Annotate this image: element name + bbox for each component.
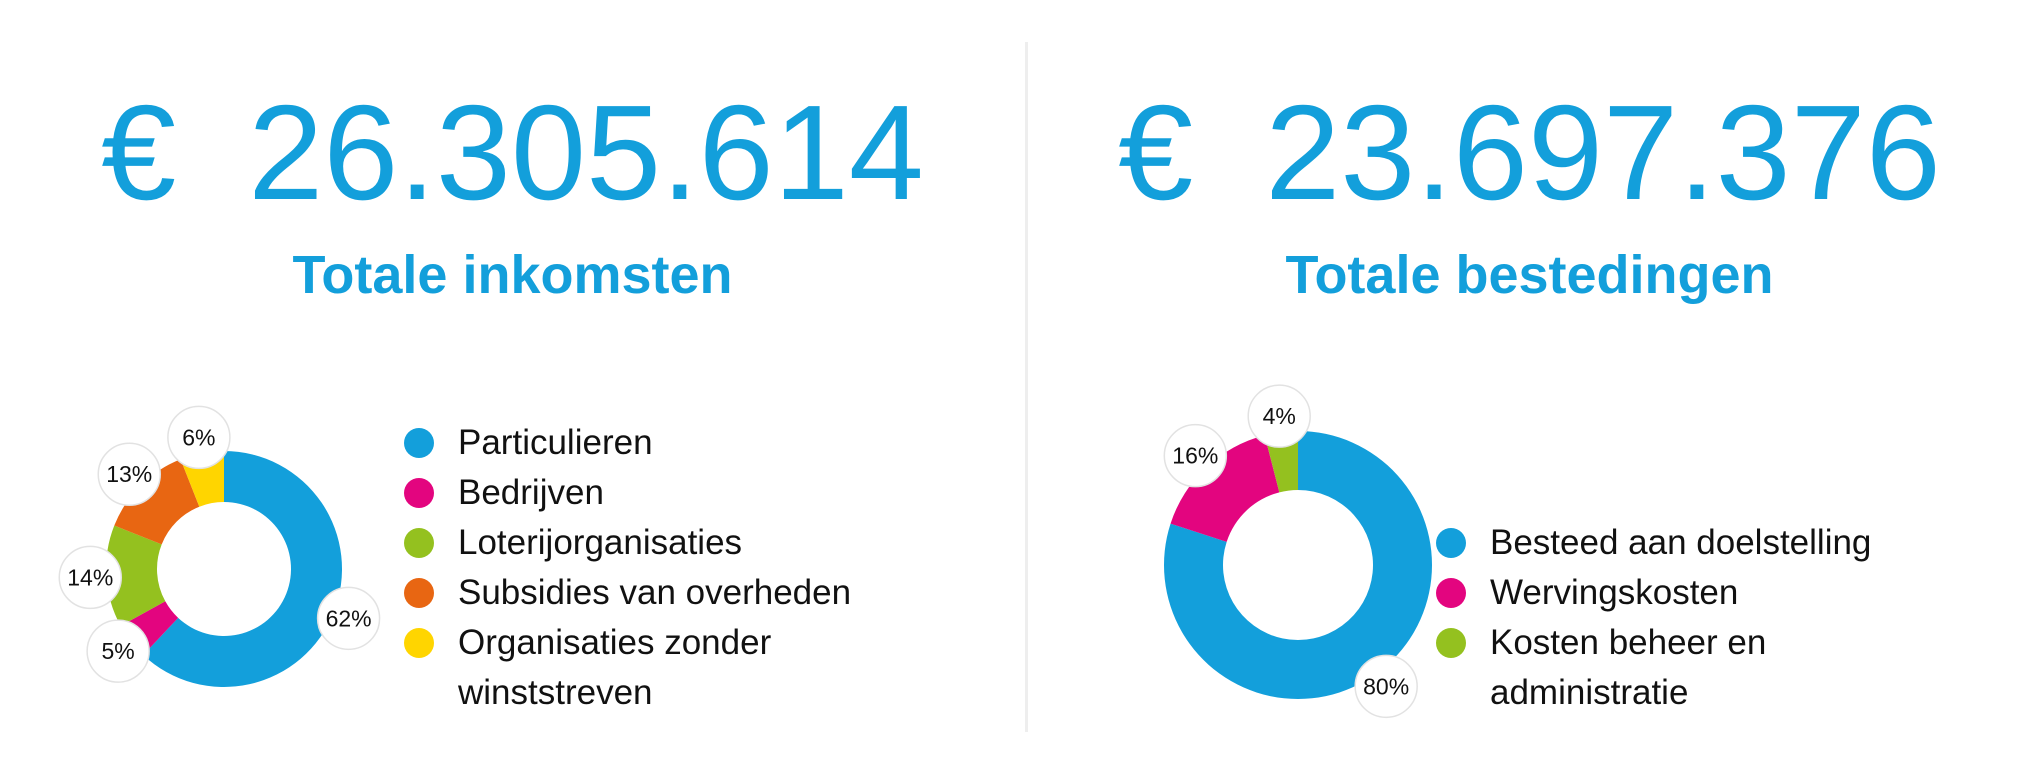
value-label-text: 62% — [326, 605, 372, 631]
legend-item: Loterijorganisaties — [404, 518, 964, 568]
value-label-bubble — [1247, 384, 1311, 448]
donut-slice-wervingskosten — [1170, 435, 1280, 542]
income-panel: €26.305.614 Totale inkomsten 62% 5% 14% 13%… — [0, 78, 1025, 718]
legend-item: Wervingskosten — [1436, 568, 1956, 618]
slice-value-label: 4% — [1247, 384, 1311, 448]
income-legend: Particulieren Bedrijven Loterijorganisatie… — [404, 418, 964, 718]
legend-swatch-icon — [404, 628, 434, 658]
spending-donut-chart: 80% 16% 4% — [1163, 384, 1432, 719]
slice-value-label: 80% — [1354, 654, 1418, 719]
value-label-text: 13% — [106, 461, 152, 487]
value-label-bubble — [1354, 654, 1418, 719]
slice-value-label: 14% — [58, 545, 123, 610]
donut-slice-particulieren — [143, 451, 342, 687]
currency-symbol: € — [1118, 77, 1194, 228]
total-spending-title: Totale bestedingen — [1285, 245, 1774, 305]
donut-slice-subsidies-van-overheden — [114, 459, 200, 545]
value-label-bubble — [316, 586, 381, 651]
value-label-text: 5% — [101, 638, 134, 664]
value-label-text: 4% — [1263, 403, 1296, 429]
legend-label: Besteed aan doelstelling — [1490, 523, 1872, 562]
slice-value-label: 62% — [316, 586, 381, 651]
slice-value-label: 6% — [167, 405, 231, 470]
legend-item: Bedrijven — [404, 468, 964, 518]
legend-swatch-icon — [404, 478, 434, 508]
legend-swatch-icon — [1436, 628, 1466, 658]
currency-symbol: € — [101, 77, 177, 228]
panel-divider — [1025, 42, 1028, 732]
value-label-bubble — [167, 405, 231, 470]
legend-label: Bedrijven — [458, 473, 604, 512]
legend-label: Subsidies van overheden — [458, 573, 852, 612]
legend-swatch-icon — [404, 428, 434, 458]
total-income-title: Totale inkomsten — [292, 245, 733, 305]
value-label-text: 14% — [67, 564, 113, 590]
amount-value: 23.697.376 — [1265, 77, 1941, 228]
spending-panel: €23.697.376 Totale bestedingen 80% 16% 4% … — [1028, 0, 2031, 777]
total-spending-amount: €23.697.376 — [1028, 78, 2031, 228]
legend-label: Wervingskosten — [1490, 573, 1739, 612]
legend-label: Loterijorganisaties — [458, 523, 743, 562]
donut-slice-besteed-aan-doelstelling — [1164, 431, 1432, 699]
legend-swatch-icon — [1436, 578, 1466, 608]
total-income-amount: €26.305.614 — [0, 78, 1025, 228]
legend-swatch-icon — [404, 528, 434, 558]
legend-item: Kosten beheer en administratie — [1436, 618, 1956, 718]
value-label-bubble — [97, 442, 161, 506]
amount-value: 26.305.614 — [248, 77, 924, 228]
value-label-bubble — [1163, 423, 1228, 488]
legend-label: Kosten beheer en administratie — [1490, 623, 1767, 712]
spending-legend: Besteed aan doelstelling Wervingskosten Ko… — [1436, 518, 1956, 718]
legend-item: Besteed aan doelstelling — [1436, 518, 1956, 568]
income-donut-chart: 62% 5% 14% 13% 6% — [58, 405, 381, 687]
legend-label: Particulieren — [458, 423, 653, 462]
value-label-text: 6% — [182, 424, 215, 450]
legend-swatch-icon — [404, 578, 434, 608]
legend-item: Subsidies van overheden — [404, 568, 964, 618]
value-label-text: 16% — [1172, 443, 1218, 469]
slice-value-label: 5% — [86, 619, 150, 683]
value-label-text: 80% — [1363, 673, 1409, 699]
value-label-bubble — [58, 545, 123, 610]
slice-value-label: 13% — [97, 442, 161, 506]
slice-value-label: 16% — [1163, 423, 1228, 488]
legend-item: Particulieren — [404, 418, 964, 468]
value-label-bubble — [86, 619, 150, 683]
legend-swatch-icon — [1436, 528, 1466, 558]
legend-item: Organisaties zonder winststreven — [404, 618, 964, 718]
legend-label: Organisaties zonder winststreven — [458, 623, 772, 712]
donut-slice-loterijorganisaties — [106, 525, 166, 626]
